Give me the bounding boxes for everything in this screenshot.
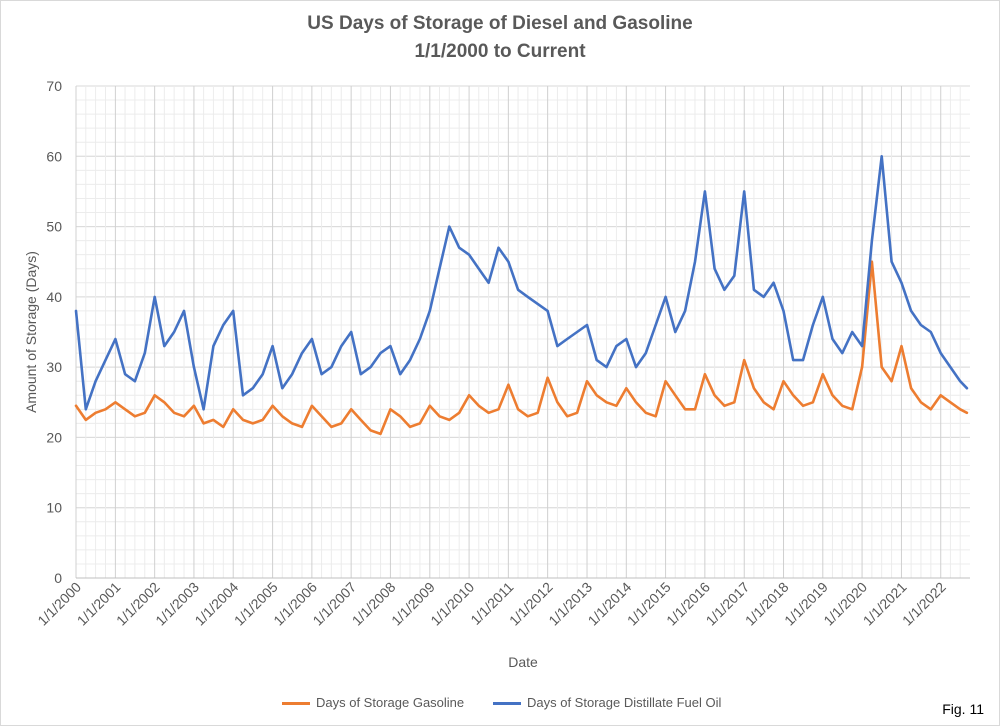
series-line-distillate [74, 155, 969, 411]
legend-swatch-gasoline [282, 702, 310, 706]
y-tick-label: 70 [46, 78, 62, 94]
x-tick-label: 1/1/2022 [899, 579, 949, 629]
y-tick-labels: 0 10 20 30 40 50 60 70 [46, 78, 62, 586]
x-tick-labels: 1/1/20001/1/20011/1/20021/1/20031/1/2004… [34, 579, 949, 629]
y-tick-label: 20 [46, 429, 62, 445]
chart-title: US Days of Storage of Diesel and Gasolin… [307, 13, 693, 34]
chart-subtitle: 1/1/2000 to Current [414, 41, 586, 62]
y-tick-label: 40 [46, 289, 62, 305]
y-tick-label: 50 [46, 219, 62, 235]
y-tick-label: 0 [54, 570, 62, 586]
legend-label-gasoline: Days of Storage Gasoline [316, 695, 465, 710]
figure-label: Fig. 11 [942, 701, 984, 717]
legend-label-distillate: Days of Storage Distillate Fuel Oil [527, 695, 722, 710]
series-lines [74, 155, 969, 436]
y-tick-label: 60 [46, 148, 62, 164]
x-axis-label: Date [508, 654, 538, 670]
legend-item-gasoline: Days of Storage Gasoline [282, 695, 464, 710]
legend-item-distillate: Days of Storage Distillate Fuel Oil [493, 695, 721, 710]
y-axis-label: Amount of Storage (Days) [23, 251, 39, 413]
series-line-gasoline [74, 260, 969, 436]
y-tick-label: 30 [46, 359, 62, 375]
x-tick-label: 1/1/2010 [427, 579, 477, 629]
gridlines [75, 85, 970, 579]
y-tick-label: 10 [46, 500, 62, 516]
legend-swatch-distillate [493, 702, 521, 706]
